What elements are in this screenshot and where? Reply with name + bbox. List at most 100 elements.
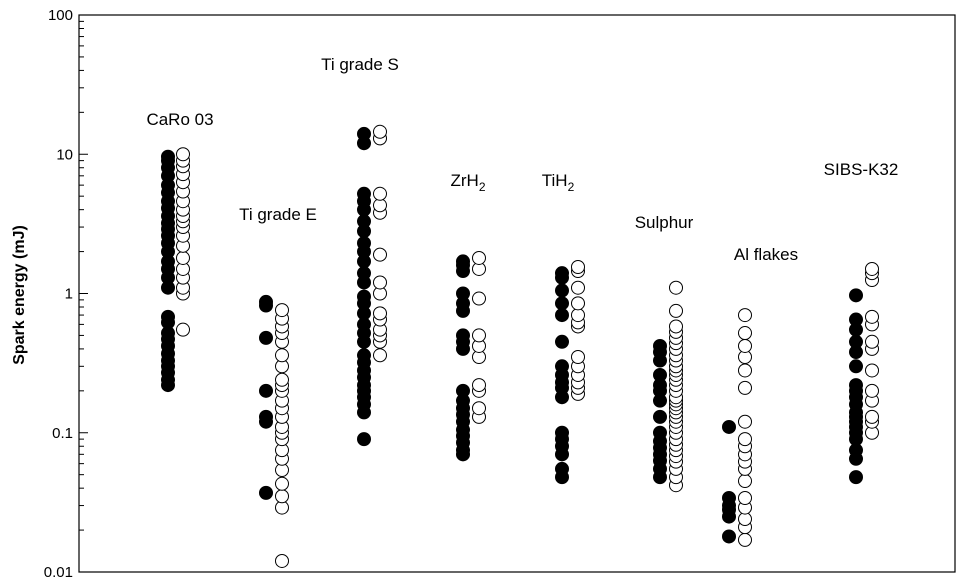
filled-point (653, 367, 667, 382)
filled-point (161, 309, 175, 324)
filled-point (849, 334, 863, 349)
open-point (472, 401, 486, 416)
filled-point (849, 378, 863, 393)
open-point (738, 363, 752, 378)
open-point (865, 363, 879, 378)
open-point (275, 553, 289, 568)
filled-point (357, 214, 371, 229)
open-point (669, 280, 683, 295)
y-tick-label: 0.1 (52, 425, 73, 442)
open-point (738, 490, 752, 505)
open-point (275, 489, 289, 504)
open-point (176, 322, 190, 337)
filled-point (555, 359, 569, 374)
group-label: Ti grade E (239, 205, 317, 224)
filled-point (357, 186, 371, 201)
filled-point (653, 425, 667, 440)
filled-point (357, 266, 371, 281)
group-label: Sulphur (635, 213, 694, 232)
filled-point (849, 359, 863, 374)
open-point (275, 303, 289, 318)
open-point (669, 303, 683, 318)
filled-point (555, 461, 569, 476)
open-point (275, 476, 289, 491)
filled-point (849, 470, 863, 485)
y-tick-label: 100 (48, 7, 73, 24)
y-axis-ticks (79, 14, 88, 573)
open-point (275, 372, 289, 387)
group-label: SIBS-K32 (824, 160, 899, 179)
open-point (571, 259, 585, 274)
open-point (738, 474, 752, 489)
filled-point (456, 328, 470, 343)
open-point (373, 247, 387, 262)
open-point (865, 409, 879, 424)
group-label: Ti grade S (321, 55, 399, 74)
open-point (571, 349, 585, 364)
filled-point (357, 289, 371, 304)
open-point (373, 348, 387, 363)
filled-point (161, 149, 175, 164)
open-point (738, 308, 752, 323)
filled-point (357, 348, 371, 363)
group-label: Al flakes (734, 245, 798, 264)
y-tick-label: 10 (56, 146, 73, 163)
open-point (176, 147, 190, 162)
open-point (738, 532, 752, 547)
filled-point (555, 334, 569, 349)
group-label: TiH2 (542, 171, 575, 194)
filled-point (357, 126, 371, 141)
y-axis-tick-labels: 0.01 0.1 1 10 100 (44, 7, 73, 581)
open-point (176, 250, 190, 265)
filled-point (722, 490, 736, 505)
open-point (738, 380, 752, 395)
open-point (865, 309, 879, 324)
open-point (865, 383, 879, 398)
plot-frame (78, 14, 956, 573)
open-point (738, 326, 752, 341)
group-label: ZrH2 (450, 171, 485, 194)
filled-point (259, 409, 273, 424)
open-point (738, 414, 752, 429)
filled-point (555, 296, 569, 311)
open-point (275, 348, 289, 363)
filled-point (722, 419, 736, 434)
open-point (472, 328, 486, 343)
open-point (373, 186, 387, 201)
filled-point (722, 529, 736, 544)
group-labels: CaRo 03 Ti grade E Ti grade S ZrH2 TiH2 Sulph… (146, 55, 898, 264)
group-label: CaRo 03 (146, 110, 213, 129)
data-points (161, 124, 879, 568)
filled-point (259, 294, 273, 309)
filled-point (555, 425, 569, 440)
open-point (865, 334, 879, 349)
filled-point (357, 236, 371, 251)
open-point (738, 338, 752, 353)
open-point (472, 378, 486, 393)
open-point (571, 308, 585, 323)
y-tick-label: 1 (65, 286, 73, 303)
open-point (865, 261, 879, 276)
filled-point (456, 254, 470, 269)
open-point (373, 306, 387, 321)
open-point (373, 275, 387, 290)
open-point (472, 291, 486, 306)
open-point (669, 319, 683, 334)
filled-point (259, 485, 273, 500)
y-axis-title: Spark energy (mJ) (11, 225, 28, 365)
filled-point (653, 409, 667, 424)
filled-point (555, 266, 569, 281)
filled-point (259, 383, 273, 398)
filled-point (555, 308, 569, 323)
open-point (472, 250, 486, 265)
open-point (738, 432, 752, 447)
y-tick-label: 0.01 (44, 564, 73, 581)
filled-point (849, 288, 863, 303)
open-point (373, 124, 387, 139)
filled-point (555, 283, 569, 298)
filled-point (456, 383, 470, 398)
filled-point (849, 312, 863, 327)
open-point (571, 296, 585, 311)
filled-point (653, 338, 667, 353)
